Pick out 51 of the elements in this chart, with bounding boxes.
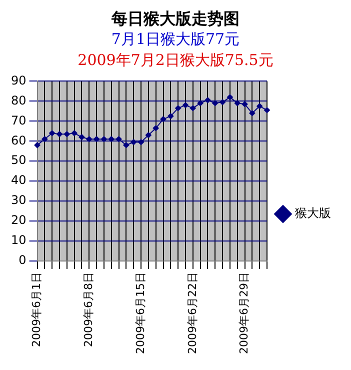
- point: [242, 101, 248, 108]
- point: [108, 136, 114, 142]
- point: [49, 130, 56, 136]
- point: [34, 142, 40, 148]
- legend-label: 猴大版: [295, 206, 331, 220]
- point: [138, 139, 144, 146]
- point: [42, 136, 48, 142]
- point: [256, 103, 263, 110]
- point: [145, 132, 152, 138]
- y-tick-label: 70: [10, 113, 26, 128]
- point: [204, 97, 211, 104]
- y-tick-label: 10: [10, 233, 26, 248]
- y-tick-label: 80: [10, 93, 26, 108]
- point: [264, 107, 270, 114]
- chart-title: 每日猴大版走势图: [110, 8, 240, 29]
- point: [197, 100, 204, 106]
- point: [56, 131, 62, 138]
- x-tick-label: 2009年6月29日: [238, 272, 251, 354]
- point: [190, 105, 196, 112]
- y-tick-label: 30: [10, 193, 26, 208]
- x-tick-label: 2009年6月8日: [82, 272, 96, 348]
- point: [130, 139, 137, 146]
- y-tick-label: 60: [10, 133, 26, 148]
- x-tick-label: 2009年6月15日: [134, 272, 147, 354]
- point: [116, 136, 122, 142]
- point: [182, 102, 188, 108]
- point: [212, 100, 218, 106]
- point: [234, 100, 240, 106]
- point: [78, 134, 85, 140]
- point: [220, 99, 226, 106]
- y-tick-label: 40: [10, 173, 26, 188]
- point: [86, 136, 92, 142]
- point: [94, 136, 100, 142]
- point: [64, 131, 70, 138]
- point: [175, 105, 182, 112]
- point: [123, 142, 130, 148]
- point: [100, 136, 107, 142]
- chart-subtitle: 7月1日猴大版77元: [110, 29, 241, 50]
- point: [71, 130, 78, 136]
- point: [152, 125, 159, 132]
- y-tick-label: 50: [10, 153, 26, 168]
- point: [168, 113, 174, 120]
- x-tick-label: 2009年6月22日: [186, 272, 199, 354]
- text: 2009年7月2日猴大版75.5元: [76, 50, 274, 71]
- x-tick-label: 2009年6月1日: [30, 272, 44, 348]
- point: [226, 94, 233, 100]
- y-tick-label: 90: [10, 73, 26, 88]
- point: [160, 116, 166, 122]
- point: [249, 110, 256, 116]
- y-tick-label: 0: [18, 253, 26, 268]
- y-tick-label: 20: [10, 213, 26, 228]
